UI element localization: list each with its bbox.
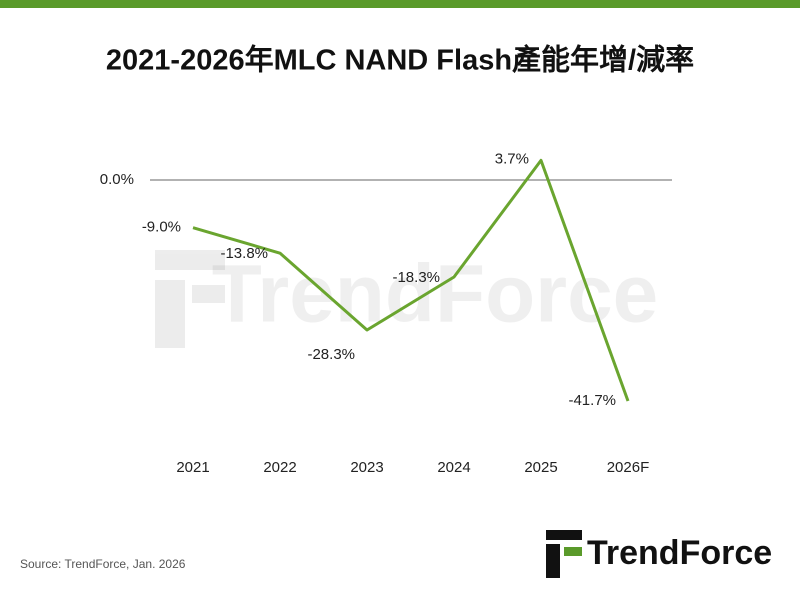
- line: [192, 158, 630, 402]
- source: Source: TrendForce, Jan. 2026: [20, 557, 186, 571]
- brand-logo: [546, 530, 582, 578]
- chart-title: 2021-2026年MLC NAND Flash產能年增/減率: [106, 43, 694, 77]
- watermark-logo: [155, 250, 225, 348]
- x-tick-label: 2021: [176, 459, 209, 476]
- x-tick-label: 2025: [524, 459, 557, 476]
- data-label: -18.3%: [392, 269, 440, 286]
- watermark: TrendForce: [212, 249, 659, 340]
- y-tick-label: 0.0%: [100, 171, 134, 188]
- x-tick-label: 2026F: [607, 459, 650, 476]
- data-label: -13.8%: [220, 245, 268, 262]
- top-bar: [0, 0, 800, 8]
- brand: TrendForce: [587, 534, 772, 572]
- data-label: -9.0%: [142, 219, 181, 236]
- data-label: -28.3%: [307, 346, 355, 363]
- data-label: 3.7%: [495, 150, 529, 167]
- x-tick-label: 2024: [437, 459, 470, 476]
- x-tick-label: 2022: [263, 459, 296, 476]
- x-tick-label: 2023: [350, 459, 383, 476]
- data-label: -41.7%: [568, 392, 616, 409]
